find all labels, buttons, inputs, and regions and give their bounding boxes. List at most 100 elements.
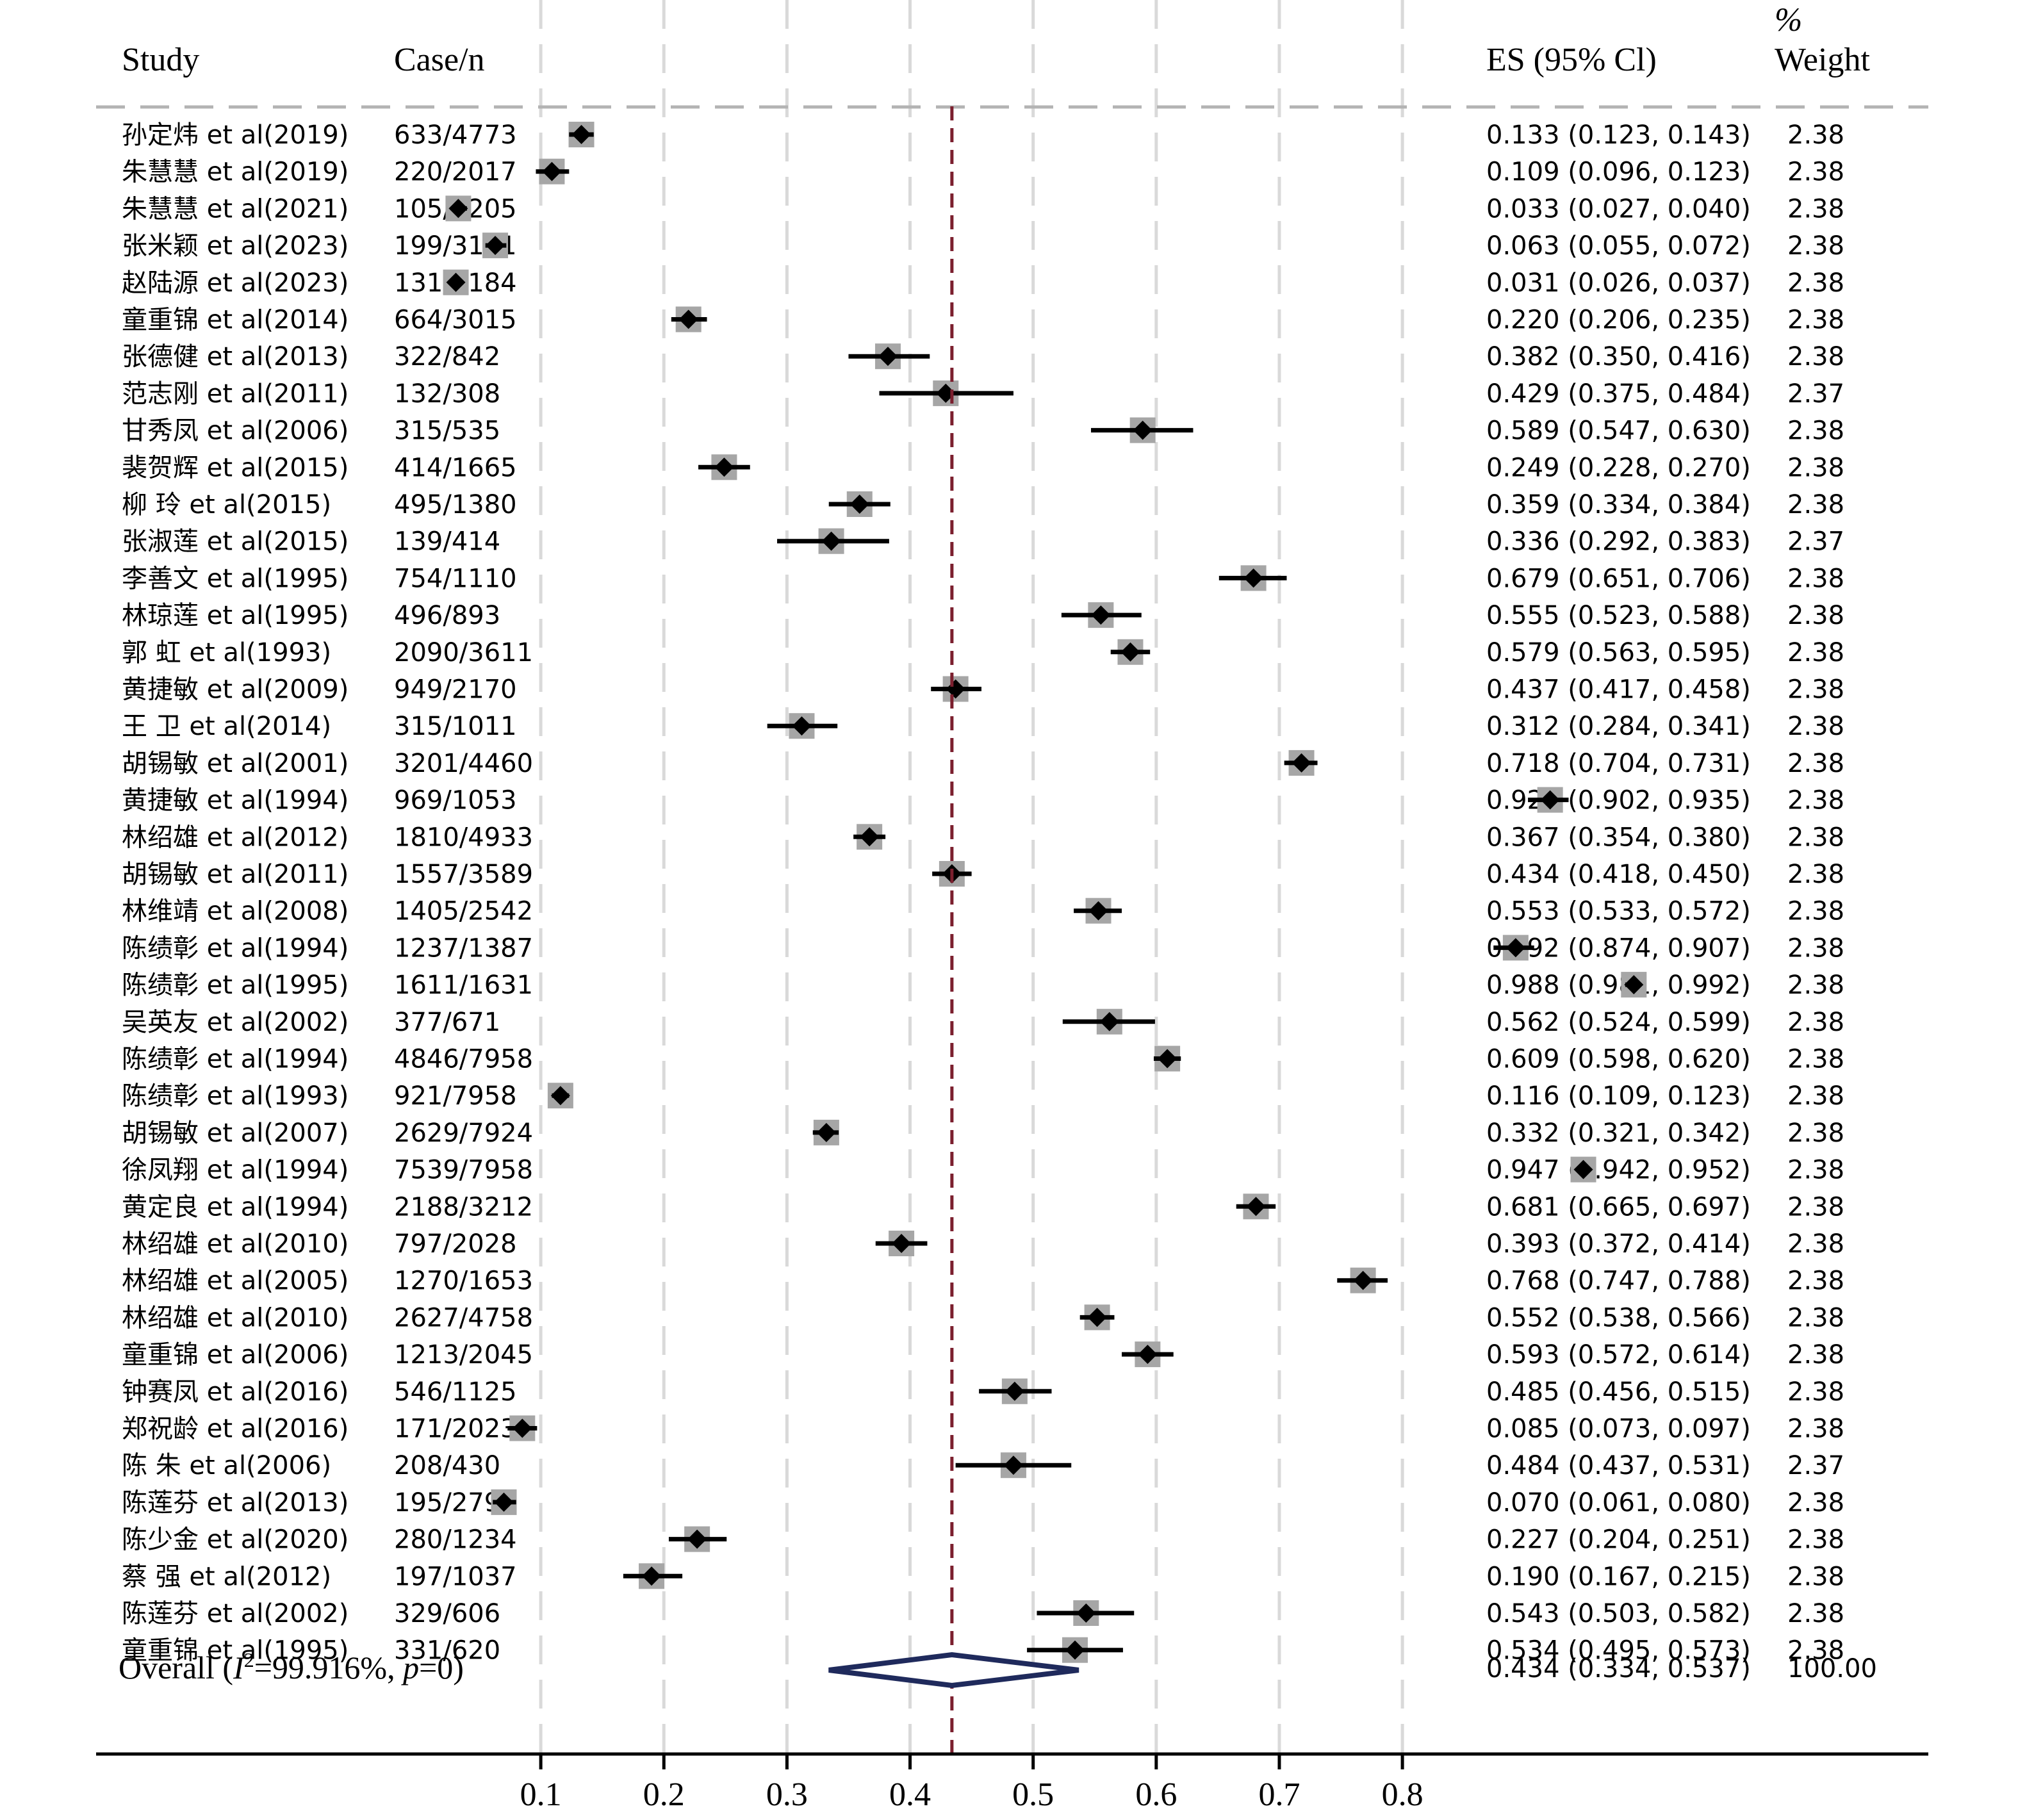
point-estimate: [446, 272, 466, 292]
point-estimate: [1573, 1160, 1593, 1179]
study-es-text: 0.220 (0.206, 0.235): [1486, 306, 1751, 335]
study-weight-text: 2.37: [1787, 527, 1844, 557]
point-estimate: [1120, 642, 1140, 662]
x-axis-ticks: 0.1 0.2 0.3 0.4 0.5 0.6 0.7 0.8: [520, 1754, 1423, 1813]
study-weight-text: 2.38: [1787, 306, 1844, 335]
point-estimate: [542, 161, 562, 181]
study-weight-text: 2.37: [1787, 379, 1844, 409]
header-case-n: Case/n: [394, 42, 485, 78]
study-label: 黄捷敏 et al(1994): [122, 786, 349, 816]
study-row: 黄捷敏 et al(2009) 949/2170 0.437 (0.417, 0.4…: [122, 675, 1844, 705]
study-label: 林绍雄 et al(2012): [122, 823, 349, 852]
study-row: 吴英友 et al(2002) 377/671 0.562 (0.524, 0.59…: [122, 1008, 1844, 1037]
study-weight-text: 2.38: [1787, 194, 1844, 224]
study-weight-text: 2.38: [1787, 860, 1844, 889]
point-estimate: [816, 1122, 836, 1142]
study-es-text: 0.332 (0.321, 0.342): [1486, 1119, 1751, 1148]
study-case-n: 1405/2542: [394, 897, 533, 926]
study-case-n: 139/414: [394, 527, 500, 557]
study-case-n: 949/2170: [394, 675, 517, 705]
study-row: 徐凤翔 et al(1994) 7539/7958 0.947 (0.942, 0.…: [122, 1156, 1844, 1185]
study-row: 林绍雄 et al(2010) 797/2028 0.393 (0.372, 0.4…: [122, 1229, 1844, 1259]
study-label: 吴英友 et al(2002): [122, 1008, 349, 1037]
study-weight-text: 2.38: [1787, 120, 1844, 150]
study-case-n: 1270/1653: [394, 1267, 533, 1296]
study-label: 胡锡敏 et al(2007): [122, 1119, 349, 1148]
study-weight-text: 2.38: [1787, 933, 1844, 963]
study-row: 孙定炜 et al(2019) 633/4773 0.133 (0.123, 0.1…: [122, 120, 1844, 150]
study-weight-text: 2.38: [1787, 490, 1844, 520]
study-es-text: 0.920 (0.902, 0.935): [1486, 786, 1751, 816]
study-row: 甘秀凤 et al(2006) 315/535 0.589 (0.547, 0.63…: [122, 416, 1844, 446]
study-row: 陈绩彰 et al(1995) 1611/1631 0.988 (0.981, 0.…: [122, 971, 1844, 1000]
study-case-n: 377/671: [394, 1008, 500, 1037]
study-es-text: 0.312 (0.284, 0.341): [1486, 712, 1751, 741]
study-es-text: 0.227 (0.204, 0.251): [1486, 1525, 1751, 1555]
study-case-n: 797/2028: [394, 1229, 517, 1259]
study-row: 胡锡敏 et al(2007) 2629/7924 0.332 (0.321, 0.…: [122, 1119, 1844, 1148]
study-es-text: 0.190 (0.167, 0.215): [1486, 1562, 1751, 1591]
study-weight-text: 2.38: [1787, 564, 1844, 593]
study-row: 裴贺辉 et al(2015) 414/1665 0.249 (0.228, 0.2…: [122, 453, 1844, 482]
point-estimate: [1099, 1012, 1119, 1031]
study-row: 陈莲芬 et al(2013) 195/2790 0.070 (0.061, 0.0…: [122, 1488, 1844, 1518]
header-weight: Weight: [1775, 42, 1870, 78]
study-label: 林维靖 et al(2008): [122, 897, 349, 926]
study-case-n: 414/1665: [394, 453, 517, 482]
point-estimate: [860, 827, 880, 847]
study-rows: 孙定炜 et al(2019) 633/4773 0.133 (0.123, 0.1…: [122, 120, 1844, 1666]
x-tick-label: 0.6: [1135, 1776, 1177, 1813]
study-case-n: 208/430: [394, 1451, 500, 1480]
study-es-text: 0.589 (0.547, 0.630): [1486, 416, 1751, 446]
study-es-text: 0.434 (0.418, 0.450): [1486, 860, 1751, 889]
study-label: 赵陆源 et al(2023): [122, 268, 349, 298]
study-label: 徐凤翔 et al(1994): [122, 1156, 349, 1185]
study-row: 朱慧慧 et al(2021)105/32050.033 (0.027, 0.0…: [122, 194, 1844, 224]
point-estimate: [642, 1566, 662, 1586]
study-weight-text: 2.38: [1787, 1081, 1844, 1111]
study-case-n: 315/1011: [394, 712, 517, 741]
study-es-text: 0.382 (0.350, 0.416): [1486, 342, 1751, 372]
point-estimate: [1353, 1270, 1373, 1290]
study-es-text: 0.988 (0.981, 0.992): [1486, 971, 1751, 1000]
study-label: 孙定炜 et al(2019): [122, 120, 349, 150]
study-row: 钟赛凤 et al(2016) 546/1125 0.485 (0.456, 0.5…: [122, 1377, 1844, 1407]
x-tick-label: 0.1: [520, 1776, 562, 1813]
point-estimate: [1624, 975, 1644, 995]
study-label: 陈少金 et al(2020): [122, 1525, 349, 1555]
study-row: 胡锡敏 et al(2001) 3201/4460 0.718 (0.704, 0.…: [122, 749, 1844, 778]
study-es-text: 0.543 (0.503, 0.582): [1486, 1599, 1751, 1628]
study-row: 童重锦 et al(1995) 331/620 0.534 (0.495, 0.57…: [122, 1636, 1844, 1666]
study-weight-text: 2.38: [1787, 342, 1844, 372]
study-es-text: 0.336 (0.292, 0.383): [1486, 527, 1751, 557]
study-es-text: 0.070 (0.061, 0.080): [1486, 1488, 1751, 1518]
point-estimate: [1133, 420, 1153, 440]
study-label: 裴贺辉 et al(2015): [122, 453, 349, 482]
study-weight-text: 2.38: [1787, 1229, 1844, 1259]
x-tick-label: 0.2: [643, 1776, 685, 1813]
overall-es-text: 0.434 (0.334, 0.537): [1486, 1654, 1751, 1684]
study-case-n: 280/1234: [394, 1525, 517, 1555]
study-weight-text: 2.38: [1787, 1414, 1844, 1444]
point-estimate: [1005, 1381, 1024, 1401]
point-estimate: [486, 236, 505, 256]
study-weight-text: 2.38: [1787, 601, 1844, 630]
study-row: 童重锦 et al(2006) 1213/2045 0.593 (0.572, 0.…: [122, 1340, 1844, 1370]
study-es-text: 0.116 (0.109, 0.123): [1486, 1081, 1751, 1111]
study-label: 郑祝龄 et al(2016): [122, 1414, 349, 1444]
study-case-n: 2629/7924: [394, 1119, 533, 1148]
study-row: 王 卫 et al(2014) 315/1011 0.312 (0.284, 0.3…: [122, 712, 1844, 741]
study-es-text: 0.679 (0.651, 0.706): [1486, 564, 1751, 593]
study-case-n: 633/4773: [394, 120, 517, 150]
study-es-text: 0.249 (0.228, 0.270): [1486, 453, 1751, 482]
point-estimate: [448, 199, 468, 218]
study-label: 胡锡敏 et al(2001): [122, 749, 349, 778]
study-row: 李善文 et al(1995) 754/1110 0.679 (0.651, 0.7…: [122, 564, 1844, 593]
header-study: Study: [122, 42, 199, 78]
study-row: 范志刚 et al(2011) 132/308 0.429 (0.375, 0.48…: [122, 379, 1844, 409]
study-weight-text: 2.38: [1787, 1599, 1844, 1628]
study-label: 童重锦 et al(2006): [122, 1340, 349, 1370]
study-case-n: 322/842: [394, 342, 500, 372]
study-row: 郭 虹 et al(1993) 2090/3611 0.579 (0.563, 0.…: [122, 638, 1844, 668]
study-case-n: 969/1053: [394, 786, 517, 816]
